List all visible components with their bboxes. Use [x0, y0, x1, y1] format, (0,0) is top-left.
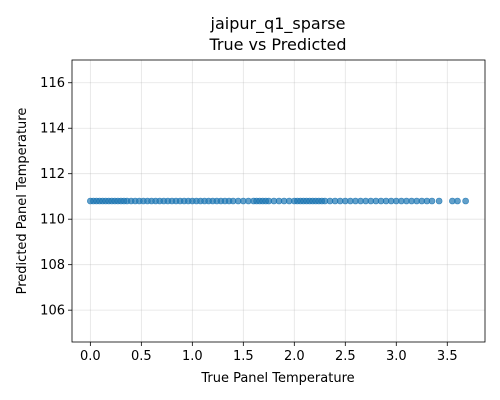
- chart-title: jaipur_q1_sparse: [210, 14, 346, 34]
- y-axis-ticks: 106 108 110 112 114 116: [40, 76, 72, 319]
- scatter-point: [435, 197, 443, 205]
- scatter-point: [462, 197, 469, 205]
- x-tick-label: 3.5: [437, 349, 458, 364]
- x-tick-label: 2.5: [335, 349, 356, 364]
- y-axis-label: Predicted Panel Temperature: [15, 108, 30, 295]
- x-axis-ticks: 0.0 0.5 1.0 1.5 2.0 2.5 3.0 3.5: [80, 342, 458, 364]
- y-tick-label: 116: [40, 76, 65, 91]
- y-tick-label: 106: [40, 304, 65, 319]
- y-tick-label: 114: [40, 122, 65, 137]
- scatter-point: [428, 197, 436, 205]
- y-tick-label: 112: [40, 167, 65, 182]
- y-tick-label: 110: [40, 213, 65, 228]
- y-tick-label: 108: [40, 258, 65, 273]
- x-tick-label: 1.0: [182, 349, 203, 364]
- plot-frame: [71, 59, 486, 343]
- x-tick-label: 1.5: [233, 349, 254, 364]
- chart-subtitle: True vs Predicted: [208, 35, 346, 54]
- x-tick-label: 0.5: [131, 349, 152, 364]
- x-axis-label: True Panel Temperature: [200, 371, 354, 386]
- x-tick-label: 0.0: [80, 349, 101, 364]
- x-tick-label: 2.0: [284, 349, 305, 364]
- scatter-point: [454, 197, 461, 205]
- x-tick-label: 3.0: [386, 349, 407, 364]
- data-points: [87, 197, 469, 205]
